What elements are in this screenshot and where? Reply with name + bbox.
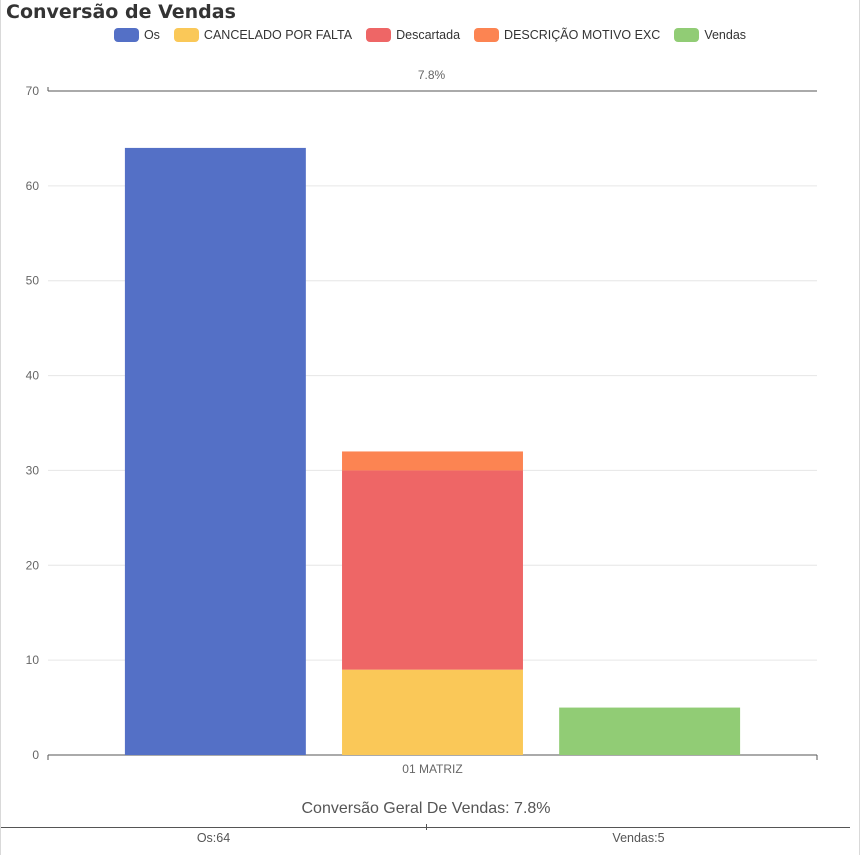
- legend-label-descricao: DESCRIÇÃO MOTIVO EXC: [504, 28, 661, 42]
- legend-item-descartada[interactable]: Descartada: [366, 28, 460, 42]
- legend-swatch-descricao: [474, 28, 500, 42]
- bar-descri-o-motivo-exc: [342, 451, 523, 471]
- legend-item-vendas[interactable]: Vendas: [674, 28, 746, 42]
- legend-item-descricao[interactable]: DESCRIÇÃO MOTIVO EXC: [474, 28, 660, 42]
- y-tick-label-20: 20: [26, 558, 40, 572]
- top-annotation: 7.8%: [418, 68, 446, 82]
- footer-divider: [426, 824, 427, 830]
- summary-footer: Os:64 Vendas:5: [1, 824, 850, 848]
- x-tick-label: 01 MATRIZ: [402, 762, 462, 776]
- y-tick-label-70: 70: [26, 84, 40, 98]
- legend-swatch-cancelado: [173, 28, 199, 42]
- legend: Os CANCELADO POR FALTA Descartada DESCRI…: [0, 28, 860, 42]
- legend-swatch-os: [113, 28, 139, 42]
- bar-os: [124, 147, 306, 755]
- legend-label-os: Os: [143, 28, 160, 42]
- y-tick-label-30: 30: [26, 463, 40, 477]
- legend-label-cancelado: CANCELADO POR FALTA: [203, 28, 353, 42]
- legend-item-os[interactable]: Os: [113, 28, 160, 42]
- footer-os-count: Os:64: [196, 831, 231, 845]
- y-tick-label-0: 0: [32, 748, 39, 762]
- chart-title: Conversão de Vendas: [6, 1, 236, 23]
- bar-cancelado-por-falta: [342, 669, 523, 755]
- legend-label-vendas: Vendas: [704, 28, 747, 42]
- bar-descartada: [342, 470, 523, 670]
- legend-swatch-vendas: [674, 28, 700, 42]
- y-tick-label-40: 40: [26, 369, 40, 383]
- y-tick-label-60: 60: [26, 179, 40, 193]
- bar-vendas: [559, 707, 741, 755]
- footer-vendas-count: Vendas:5: [612, 831, 665, 845]
- legend-item-cancelado[interactable]: CANCELADO POR FALTA: [173, 28, 353, 42]
- y-tick-label-50: 50: [26, 274, 40, 288]
- legend-swatch-descartada: [366, 28, 392, 42]
- y-tick-label-10: 10: [26, 653, 40, 667]
- legend-label-descartada: Descartada: [396, 28, 461, 42]
- conversion-summary: Conversão Geral De Vendas: 7.8%: [301, 800, 551, 817]
